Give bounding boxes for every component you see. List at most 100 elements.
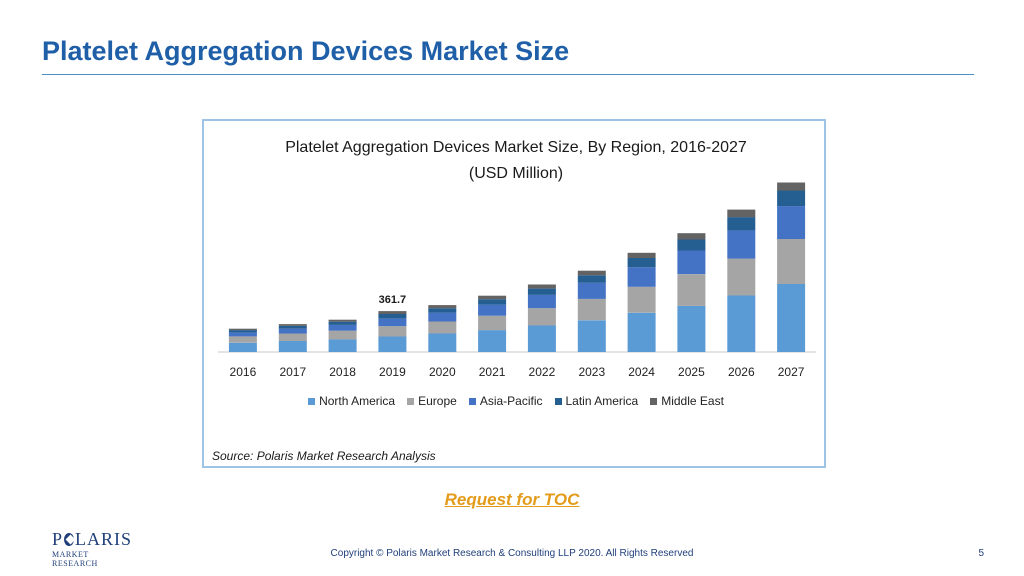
- bar-segment-north-america-2021: [478, 330, 507, 352]
- chart-source: Source: Polaris Market Research Analysis: [212, 449, 436, 463]
- legend-swatch: [554, 397, 562, 405]
- compass-star-icon: [64, 532, 74, 546]
- logo-text-start: P: [52, 529, 64, 549]
- bar-segment-north-america-2026: [727, 295, 756, 352]
- bar-segment-latin-america-2020: [428, 308, 457, 313]
- bar-segment-latin-america-2024: [627, 258, 656, 268]
- bar-segment-latin-america-2018: [328, 321, 357, 325]
- logo-subtitle: MARKET RESEARCH: [52, 550, 98, 568]
- bar-segment-asia-pacific-2016: [228, 332, 257, 337]
- x-tick-label-2024: 2024: [628, 365, 655, 379]
- bar-segment-north-america-2025: [677, 305, 706, 352]
- bar-segment-latin-america-2019: [378, 313, 407, 319]
- legend-swatch: [468, 397, 476, 405]
- legend-label: Latin America: [565, 394, 639, 408]
- bar-segment-middle-east-2024: [627, 252, 656, 258]
- bar-segment-latin-america-2023: [577, 275, 606, 283]
- bar-segment-north-america-2020: [428, 333, 457, 352]
- bar-segment-north-america-2017: [278, 341, 307, 352]
- bar-segment-asia-pacific-2027: [777, 206, 806, 239]
- legend-item-middle-east: Middle East: [650, 394, 724, 408]
- bar-segment-latin-america-2016: [228, 330, 257, 333]
- legend-item-asia-pacific: Asia-Pacific: [468, 394, 543, 408]
- x-tick-label-2018: 2018: [329, 365, 356, 379]
- bar-segment-latin-america-2026: [727, 217, 756, 231]
- x-tick-label-2020: 2020: [429, 365, 456, 379]
- bar-segment-asia-pacific-2018: [328, 324, 357, 331]
- bar-segment-europe-2019: [378, 326, 407, 337]
- bar-segment-north-america-2022: [527, 325, 556, 352]
- page-number: 5: [978, 548, 984, 559]
- bar-segment-middle-east-2019: [378, 311, 407, 314]
- bar-segment-europe-2025: [677, 274, 706, 306]
- x-tick-label-2023: 2023: [578, 365, 605, 379]
- x-tick-label-2022: 2022: [529, 365, 556, 379]
- bar-segment-europe-2024: [627, 286, 656, 313]
- bar-segment-europe-2020: [428, 321, 457, 334]
- bar-segment-north-america-2027: [777, 284, 806, 352]
- bar-segment-north-america-2019: [378, 336, 407, 352]
- bar-segment-asia-pacific-2017: [278, 328, 307, 334]
- x-tick-label-2017: 2017: [279, 365, 306, 379]
- bar-segment-middle-east-2025: [677, 233, 706, 240]
- x-tick-label-2021: 2021: [479, 365, 506, 379]
- request-toc-link[interactable]: Request for TOC: [444, 490, 580, 509]
- bar-segment-asia-pacific-2025: [677, 250, 706, 275]
- bar-segment-europe-2022: [527, 308, 556, 326]
- bar-segment-asia-pacific-2020: [428, 312, 457, 322]
- polaris-logo: P LARIS MARKET RESEARCH: [52, 530, 132, 568]
- legend-item-latin-america: Latin America: [554, 394, 639, 408]
- bar-segment-north-america-2024: [627, 312, 656, 352]
- legend-swatch: [650, 397, 658, 405]
- legend-label: North America: [319, 394, 396, 408]
- bar-segment-middle-east-2027: [777, 182, 806, 191]
- bar-segment-middle-east-2016: [228, 328, 257, 331]
- bar-segment-europe-2017: [278, 333, 307, 341]
- stacked-bar-chart: 2016 2017 2018 2019 361.7 2020 2021 2022 2023 202…: [218, 182, 816, 379]
- bar-segment-middle-east-2026: [727, 209, 756, 218]
- bar-segment-north-america-2016: [228, 342, 257, 352]
- chart-title: Platelet Aggregation Devices Market Size…: [285, 139, 747, 156]
- legend-label: Europe: [418, 394, 457, 408]
- chart-legend: North America Europe Asia-Pacific Latin Ame…: [204, 394, 828, 408]
- bar-segment-middle-east-2021: [478, 295, 507, 300]
- x-tick-label-2026: 2026: [728, 365, 755, 379]
- data-label-2019: 361.7: [379, 294, 407, 306]
- chart-frame: Platelet Aggregation Devices Market Size…: [202, 119, 826, 468]
- bar-segment-asia-pacific-2021: [478, 304, 507, 316]
- legend-label: Asia-Pacific: [479, 394, 543, 408]
- x-tick-label-2016: 2016: [230, 365, 257, 379]
- copyright-text: Copyright © Polaris Market Research & Co…: [330, 548, 694, 559]
- bar-segment-europe-2027: [777, 239, 806, 284]
- bar-segment-middle-east-2018: [328, 319, 357, 322]
- bar-segment-latin-america-2022: [527, 288, 556, 295]
- x-tick-label-2025: 2025: [678, 365, 705, 379]
- bar-segment-north-america-2023: [577, 320, 606, 352]
- chart-subtitle: (USD Million): [468, 165, 564, 182]
- bar-segment-asia-pacific-2022: [527, 294, 556, 309]
- bar-segment-europe-2016: [228, 336, 257, 343]
- bar-segment-middle-east-2020: [428, 305, 457, 309]
- logo-wordmark: P LARIS: [52, 530, 132, 548]
- legend-item-europe: Europe: [407, 394, 457, 408]
- bar-segment-asia-pacific-2024: [627, 267, 656, 287]
- bar-segment-latin-america-2021: [478, 299, 507, 305]
- legend-swatch: [407, 397, 415, 405]
- x-tick-label-2027: 2027: [778, 365, 805, 379]
- bar-segment-europe-2021: [478, 315, 507, 331]
- logo-text-end: LARIS: [74, 529, 132, 549]
- bar-segment-europe-2023: [577, 298, 606, 321]
- bar-segment-asia-pacific-2023: [577, 282, 606, 299]
- bar-segment-middle-east-2017: [278, 324, 307, 326]
- bar-segment-middle-east-2022: [527, 284, 556, 289]
- x-tick-label-2019: 2019: [379, 365, 406, 379]
- bar-segment-latin-america-2017: [278, 325, 307, 329]
- bar-segment-europe-2018: [328, 330, 357, 340]
- legend-label: Middle East: [661, 394, 724, 408]
- bar-segment-asia-pacific-2019: [378, 318, 407, 327]
- title-divider: [42, 74, 974, 75]
- page-title: Platelet Aggregation Devices Market Size: [42, 36, 570, 66]
- bar-segment-latin-america-2027: [777, 190, 806, 207]
- bar-segment-latin-america-2025: [677, 239, 706, 251]
- legend-swatch: [308, 397, 316, 405]
